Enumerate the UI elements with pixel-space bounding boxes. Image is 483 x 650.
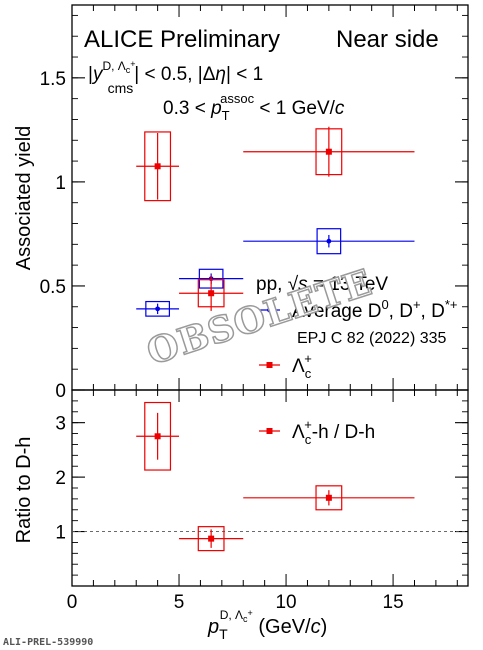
svg-text:|yD, Λc+cms| < 0.5, |Δη| < 1: |yD, Λc+ cms| < 0.5, |Δη| < 1 — [88, 59, 263, 96]
system-label: pp, √s = 13 TeV — [256, 274, 388, 295]
passoc-cut-label: 0.3 < pTassoc < 1 GeV/c — [163, 91, 345, 123]
svg-text:Λc+: Λc+ — [292, 351, 312, 381]
top-y-axis-title: Associated yield — [13, 126, 35, 271]
bottom-ytick-label: 1 — [55, 523, 66, 544]
top-s0-p0-marker — [155, 306, 161, 312]
rapidity-cut-label: |yD, Λc+ cms| < 0.5, |Δη| < 1 — [88, 59, 263, 96]
top-data-marks — [136, 126, 415, 317]
bottom-xtick-label: 0 — [67, 592, 78, 613]
bottom-axis-ticks: 1 2 3 0 5 10 15 — [55, 390, 468, 613]
side-label: Near side — [336, 26, 439, 53]
top-s1-p2-marker — [325, 148, 332, 155]
bottom-s0-p0-marker — [154, 433, 161, 440]
bottom-s0-p2-marker — [325, 494, 332, 501]
svg-text:0.3 < pTassoc < 1 GeV/c: 0.3 < pTassoc < 1 GeV/c — [163, 91, 345, 123]
legend-entry-ratio: Λc+-h / D-h — [259, 417, 375, 447]
svg-text:pp, √s = 13 TeV: pp, √s = 13 TeV — [256, 274, 388, 295]
legend-entry-average-d: Average D0, D+, D*+ — [259, 297, 457, 322]
bottom-y-axis-title: Ratio to D-h — [13, 437, 35, 544]
figure-id: ALI-PREL-539990 — [3, 637, 93, 648]
top-s1-p0-marker — [154, 163, 161, 170]
top-ytick-label: 1 — [55, 173, 66, 194]
legend-entry-lambdac: Λc+ — [259, 351, 312, 381]
top-axis-ticks: 0 0.5 1 1.5 — [40, 5, 468, 402]
bottom-ytick-label: 3 — [55, 414, 66, 435]
reference-label: EPJ C 82 (2022) 335 — [297, 330, 447, 347]
svg-text:Average D0, D+, D*+: Average D0, D+, D*+ — [292, 297, 457, 322]
bottom-ytick-label: 2 — [55, 468, 66, 489]
top-ytick-label: 1.5 — [40, 69, 66, 90]
svg-text:pTD, Λc+ (GeV/c): pTD, Λc+ (GeV/c) — [207, 608, 327, 642]
x-axis-title: pTD, Λc+ (GeV/c) — [207, 608, 327, 642]
top-ytick-label: 0.5 — [40, 277, 66, 298]
bottom-s0-p1-marker — [208, 535, 215, 542]
bottom-xtick-label: 5 — [174, 592, 185, 613]
svg-text:Λc+-h / D-h: Λc+-h / D-h — [292, 417, 375, 447]
bottom-xtick-label: 10 — [275, 592, 296, 613]
experiment-label: ALICE Preliminary — [84, 26, 280, 53]
top-s1-p1-marker — [208, 290, 215, 297]
bottom-data-marks — [136, 401, 415, 552]
bottom-panel-frame — [71, 389, 469, 587]
bottom-xtick-label: 15 — [383, 592, 404, 613]
top-s0-p2-marker — [326, 238, 332, 244]
top-ytick-label: 0 — [55, 381, 66, 402]
